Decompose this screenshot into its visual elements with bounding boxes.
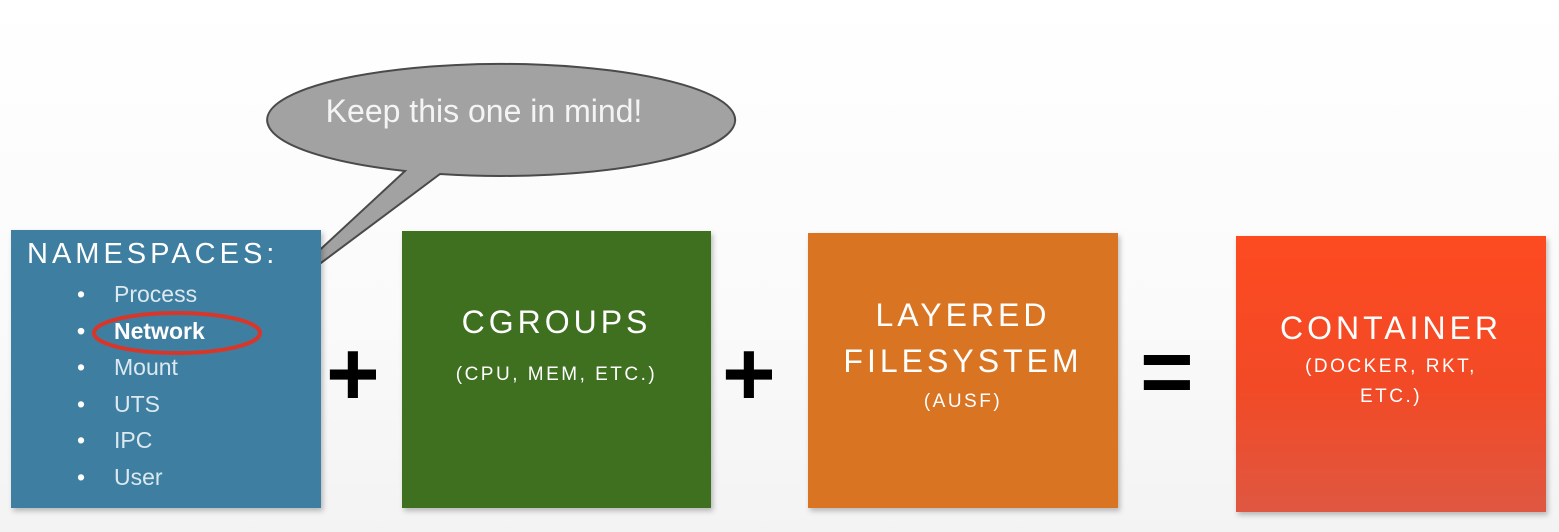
namespace-label: IPC — [114, 427, 153, 454]
list-item-user: • User — [11, 462, 205, 499]
list-item-mount: • Mount — [11, 352, 205, 389]
plus-sign: + — [722, 323, 776, 425]
bullet: • — [77, 427, 86, 454]
container-title: CONTAINER — [1279, 310, 1503, 346]
bullet: • — [77, 390, 86, 417]
bullet: • — [77, 463, 86, 490]
layered-filesystem-box: LAYERED FILESYSTEM (AUSF) — [808, 233, 1118, 508]
namespace-label: Mount — [114, 354, 178, 381]
bullet: • — [77, 317, 86, 344]
bullet: • — [77, 354, 86, 381]
namespaces-list: • Process • Network • Mount • UTS • IPC • User — [11, 279, 205, 499]
list-item-network: • Network — [11, 316, 205, 353]
speech-bubble-shape — [241, 62, 737, 323]
namespace-label: User — [114, 463, 163, 490]
namespaces-title: NAMESPACES: — [27, 238, 279, 270]
callout-text: Keep this one in mind! — [325, 93, 643, 129]
network-highlight-circle — [92, 311, 262, 355]
layered-title-line2: FILESYSTEM — [843, 343, 1083, 379]
cgroups-box: CGROUPS (CPU, MEM, ETC.) — [402, 231, 711, 508]
namespace-label: UTS — [114, 390, 160, 417]
cgroups-subtitle: (CPU, MEM, ETC.) — [455, 364, 658, 385]
plus-sign: + — [326, 323, 380, 425]
list-item-ipc: • IPC — [11, 425, 205, 462]
layered-title-line1: LAYERED — [875, 297, 1051, 333]
container-subtitle-line1: (DOCKER, RKT, — [1305, 356, 1477, 377]
cgroups-title: CGROUPS — [461, 304, 652, 340]
namespace-label: Network — [114, 317, 205, 344]
namespaces-box: NAMESPACES: • Process • Network • Mount • UT… — [11, 230, 321, 508]
list-item-process: • Process — [11, 279, 205, 316]
namespace-label: Process — [114, 281, 198, 307]
container-box: CONTAINER (DOCKER, RKT, ETC.) — [1236, 236, 1546, 512]
equals-sign: = — [1140, 321, 1194, 423]
list-item-uts: • UTS — [11, 389, 205, 426]
layered-subtitle: (AUSF) — [923, 391, 1003, 412]
bullet: • — [77, 281, 86, 307]
container-subtitle-line2: ETC.) — [1359, 386, 1423, 407]
